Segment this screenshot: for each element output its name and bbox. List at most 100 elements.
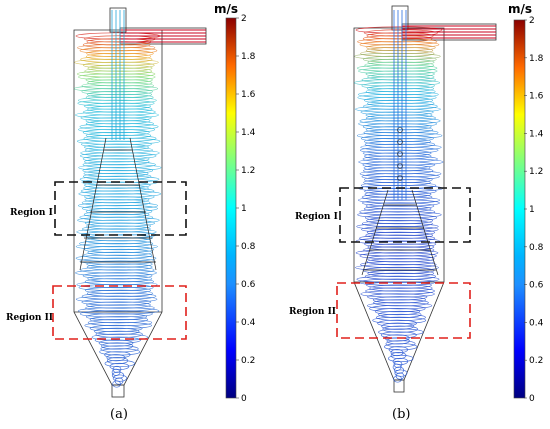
colorbar-b — [513, 19, 526, 399]
swirl-streamline — [83, 61, 155, 69]
swirl-streamline — [84, 67, 153, 75]
swirl-streamline — [79, 310, 153, 318]
swirl-streamline — [89, 316, 148, 324]
swirl-streamline — [361, 220, 433, 228]
region-i-label-b: Region I — [295, 212, 338, 222]
colorbar-tick-label: 1.4 — [529, 129, 544, 139]
swirl-streamline — [84, 278, 154, 286]
swirl-streamline — [363, 246, 435, 254]
swirl-streamline — [393, 375, 402, 383]
swirl-streamline — [359, 170, 442, 178]
swirl-streamline — [366, 228, 436, 236]
swirl-streamline — [87, 289, 153, 297]
colorbar-tick-label: 2 — [529, 16, 535, 26]
swirl-streamline — [372, 296, 426, 304]
inlet-streamlines-b — [402, 25, 496, 39]
swirl-streamline — [81, 298, 151, 306]
swirl-streamline — [86, 222, 151, 230]
swirl-streamline — [365, 114, 436, 122]
swirl-streamline — [74, 58, 159, 66]
swirl-streamline — [361, 173, 440, 181]
internal-cone-b — [361, 189, 439, 276]
swirl-streamline — [355, 26, 443, 34]
swirl-streamline — [77, 216, 160, 224]
swirl-streamline — [81, 82, 154, 90]
perforation-holes-b — [397, 127, 403, 181]
swirl-streamline — [80, 266, 155, 274]
swirl-streamline — [84, 219, 156, 227]
swirl-streamline — [394, 369, 408, 377]
swirl-streamline — [86, 260, 153, 268]
swirl-streamline — [356, 64, 438, 72]
swirl-streamline — [364, 96, 434, 104]
swirl-streamline — [112, 374, 128, 382]
swirl-streamline — [393, 360, 403, 368]
region-ii-label-a: Region II — [6, 313, 53, 323]
colorbar-tick-label: 1.8 — [529, 54, 544, 64]
swirl-streamline — [367, 85, 434, 93]
central-core-a — [111, 10, 125, 140]
swirl-streamline — [79, 213, 154, 221]
colorbar-ticks-a: 2 1.8 1.6 1.4 1.2 1 0.8 0.6 0.4 0.2 0 — [236, 14, 256, 404]
swirl-streamline — [75, 269, 157, 277]
colorbar-tick-label: 1.6 — [241, 90, 256, 100]
swirl-streamline — [374, 307, 421, 316]
swirl-streamline — [361, 76, 436, 84]
swirl-streamline — [357, 211, 442, 219]
swirl-streamline — [366, 217, 433, 225]
swirl-streamline — [359, 252, 437, 260]
swirl-streamline — [94, 327, 140, 335]
swirl-streamline — [359, 146, 439, 154]
swirl-streamlines-a — [74, 32, 162, 388]
swirl-streamline — [75, 111, 159, 119]
swirl-streamline — [366, 281, 432, 289]
swirl-streamlines-b — [354, 26, 444, 383]
swirl-streamline — [361, 193, 433, 201]
swirl-streamline — [367, 293, 428, 301]
swirl-streamline — [364, 61, 435, 69]
swirl-streamline — [106, 354, 126, 362]
swirl-streamline — [85, 286, 152, 294]
swirl-streamline — [363, 129, 439, 137]
region-i-label-a: Region I — [10, 208, 53, 218]
swirl-streamline — [357, 93, 437, 102]
swirl-streamline — [359, 208, 436, 216]
region-i-box-b — [339, 187, 471, 243]
swirl-streamline — [381, 322, 415, 330]
colorbar-tick-label: 0.8 — [529, 243, 544, 253]
colorbar-tick-label: 0.6 — [529, 281, 544, 291]
swirl-streamline — [377, 319, 418, 327]
swirl-streamline — [87, 275, 153, 283]
swirl-streamline — [79, 240, 154, 248]
swirl-streamline — [354, 52, 441, 60]
colorbar-tick-label: 1.8 — [241, 52, 256, 62]
swirl-streamline — [364, 29, 438, 37]
swirl-streamline — [78, 164, 162, 172]
swirl-streamline — [356, 222, 439, 231]
swirl-streamline — [85, 304, 155, 312]
colorbar-ticks-b: 2 1.8 1.6 1.4 1.2 1 0.8 0.6 0.4 0.2 0 — [524, 16, 544, 404]
swirl-streamline — [362, 149, 432, 157]
swirl-streamline — [85, 313, 148, 321]
swirl-streamline — [81, 88, 153, 96]
swirl-streamline — [85, 76, 153, 84]
swirl-streamline — [82, 41, 151, 49]
swirl-streamline — [78, 202, 158, 210]
swirl-streamline — [78, 307, 160, 315]
swirl-streamline — [360, 261, 437, 269]
internal-cone-a — [79, 137, 157, 271]
colorbar-tick-label: 0.8 — [241, 242, 256, 252]
colorbar-tick-label: 0.4 — [241, 318, 256, 328]
swirl-streamline — [79, 123, 159, 131]
swirl-streamline — [363, 178, 431, 187]
swirl-streamline — [359, 41, 440, 49]
swirl-streamline — [365, 70, 435, 78]
swirl-streamline — [366, 32, 434, 40]
swirl-streamline — [104, 351, 131, 359]
colorbar-unit-b: m/s — [508, 2, 532, 16]
swirl-streamline — [75, 254, 157, 262]
swirl-streamline — [78, 126, 155, 134]
swirl-streamline — [82, 172, 152, 180]
swirl-streamline — [83, 169, 149, 177]
swirl-streamline — [361, 225, 439, 233]
